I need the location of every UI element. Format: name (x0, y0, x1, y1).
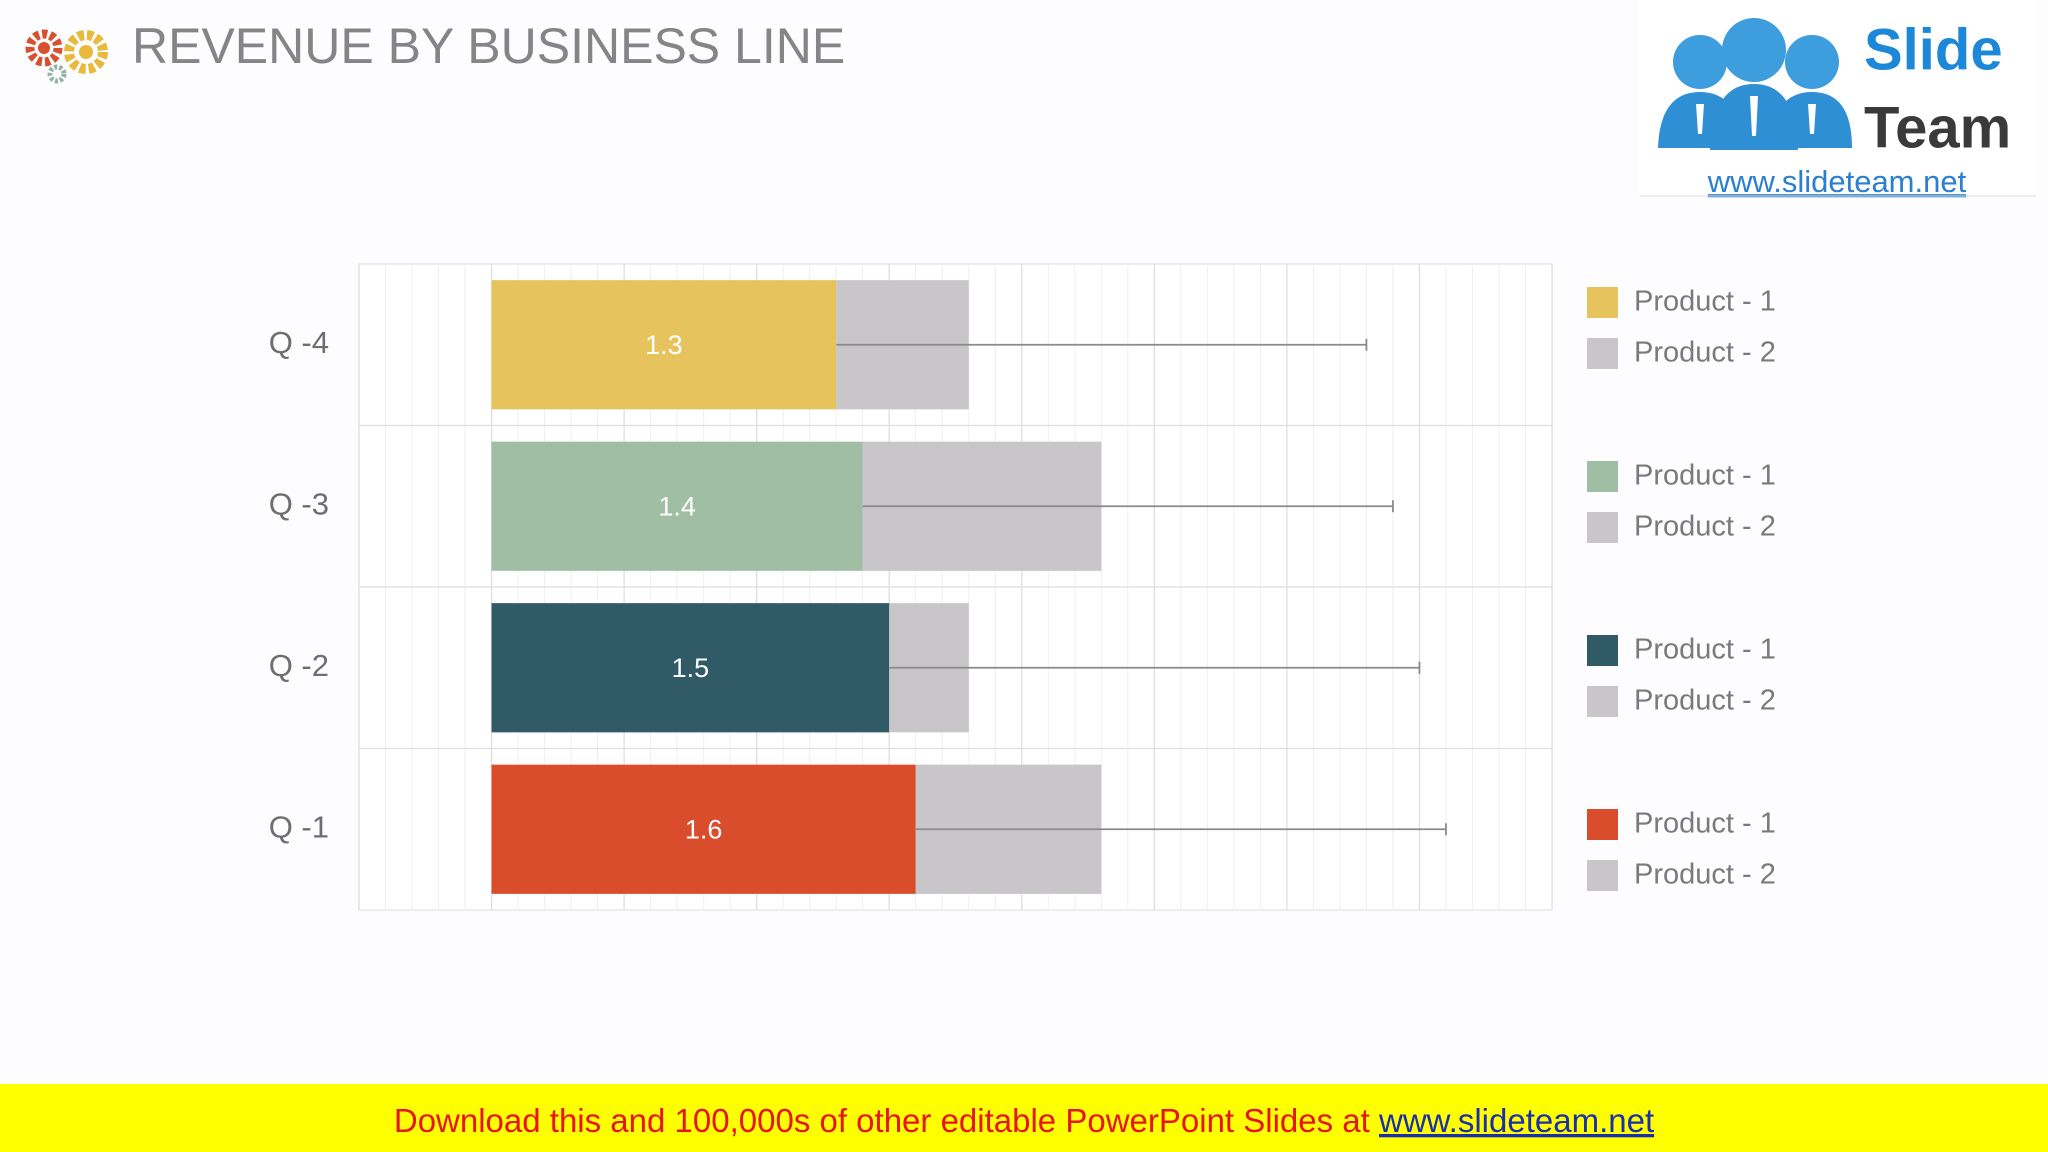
logo-word: Slide (1864, 17, 2003, 82)
plot: Q -4 1.3 Q -3 1.4 Q -2 1.5 Q -1 1.6 Product - 1 P… (269, 263, 1776, 911)
legend-label: Product - 1 (1634, 286, 1776, 318)
legend-swatch (1587, 287, 1618, 318)
logo-word: Team (1864, 95, 2011, 160)
y-tick-label: Q -3 (269, 486, 329, 521)
y-tick-label: Q -2 (269, 648, 329, 683)
banner-text: Download this and 100,000s of other edit… (394, 1102, 1654, 1139)
logo-url[interactable]: www.slideteam.net (1707, 164, 1967, 199)
y-tick-label: Q -4 (269, 325, 329, 360)
legend-swatch (1587, 461, 1618, 492)
legend-label: Product - 1 (1634, 460, 1776, 492)
data-label: 1.4 (658, 491, 696, 521)
gears-icon (25, 29, 108, 84)
legend-swatch (1587, 860, 1618, 891)
bar (491, 764, 916, 894)
logo: Slide Team www.slideteam.net (1639, 0, 2037, 199)
legend-swatch (1587, 635, 1618, 666)
legend-swatch (1587, 512, 1618, 543)
y-tick-label: Q -1 (269, 809, 329, 844)
bar (491, 603, 890, 733)
legend-swatch (1587, 809, 1618, 840)
chart-title: REVENUE BY BUSINESS LINE (132, 18, 845, 74)
legend-label: Product - 1 (1634, 634, 1776, 666)
banner-link[interactable]: www.slideteam.net (1378, 1102, 1654, 1139)
legend-label: Product - 2 (1634, 337, 1776, 369)
bar (491, 441, 863, 571)
data-label: 1.5 (672, 653, 710, 683)
legend-label: Product - 2 (1634, 511, 1776, 543)
legend-label: Product - 1 (1634, 808, 1776, 840)
banner (0, 1084, 2048, 1152)
legend-label: Product - 2 (1634, 859, 1776, 891)
banner-message: Download this and 100,000s of other edit… (394, 1102, 1379, 1139)
legend-swatch (1587, 338, 1618, 369)
legend-label: Product - 2 (1634, 685, 1776, 717)
data-label: 1.6 (685, 814, 723, 844)
bar (491, 280, 837, 410)
data-label: 1.3 (645, 330, 683, 360)
legend-swatch (1587, 686, 1618, 717)
